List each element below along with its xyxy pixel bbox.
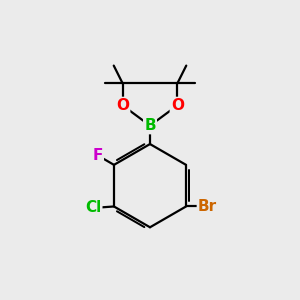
Text: B: B bbox=[144, 118, 156, 133]
Text: Br: Br bbox=[198, 199, 217, 214]
Text: O: O bbox=[116, 98, 129, 113]
Text: F: F bbox=[92, 148, 103, 163]
Text: O: O bbox=[171, 98, 184, 113]
Text: Cl: Cl bbox=[85, 200, 101, 215]
